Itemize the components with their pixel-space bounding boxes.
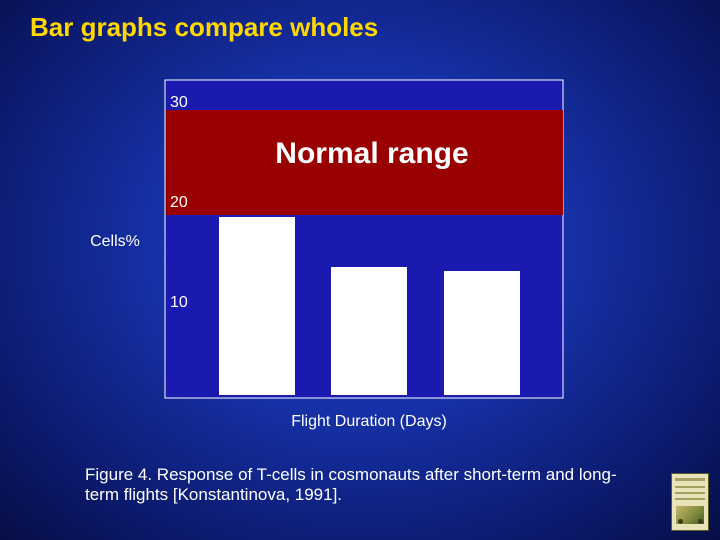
slide-title: Bar graphs compare wholes <box>30 12 379 42</box>
y-tick-label: 20 <box>170 194 188 211</box>
bar <box>331 267 407 395</box>
normal-range-label: Normal range <box>275 137 468 170</box>
bar-category-label: 211–366 <box>451 310 512 327</box>
bar-category-label: 112–175 <box>338 305 399 322</box>
figure-caption: Figure 4. Response of T-cells in cosmona… <box>85 465 617 505</box>
bar <box>219 217 295 395</box>
y-tick-label: 10 <box>170 294 188 311</box>
bar-labels: 7-10 112–175 211–366 <box>241 223 513 327</box>
bars <box>219 217 520 395</box>
book-cover-thumbnail <box>671 473 709 531</box>
y-axis-ticks: 10 20 30 <box>170 94 188 311</box>
normal-range-band <box>166 110 563 215</box>
y-tick-label: 30 <box>170 94 188 111</box>
x-axis-label: Flight Duration (Days) <box>291 413 447 430</box>
bar-category-label: 7-10 <box>241 223 273 240</box>
y-axis-label: Cells% <box>90 233 140 250</box>
bar <box>444 271 520 395</box>
